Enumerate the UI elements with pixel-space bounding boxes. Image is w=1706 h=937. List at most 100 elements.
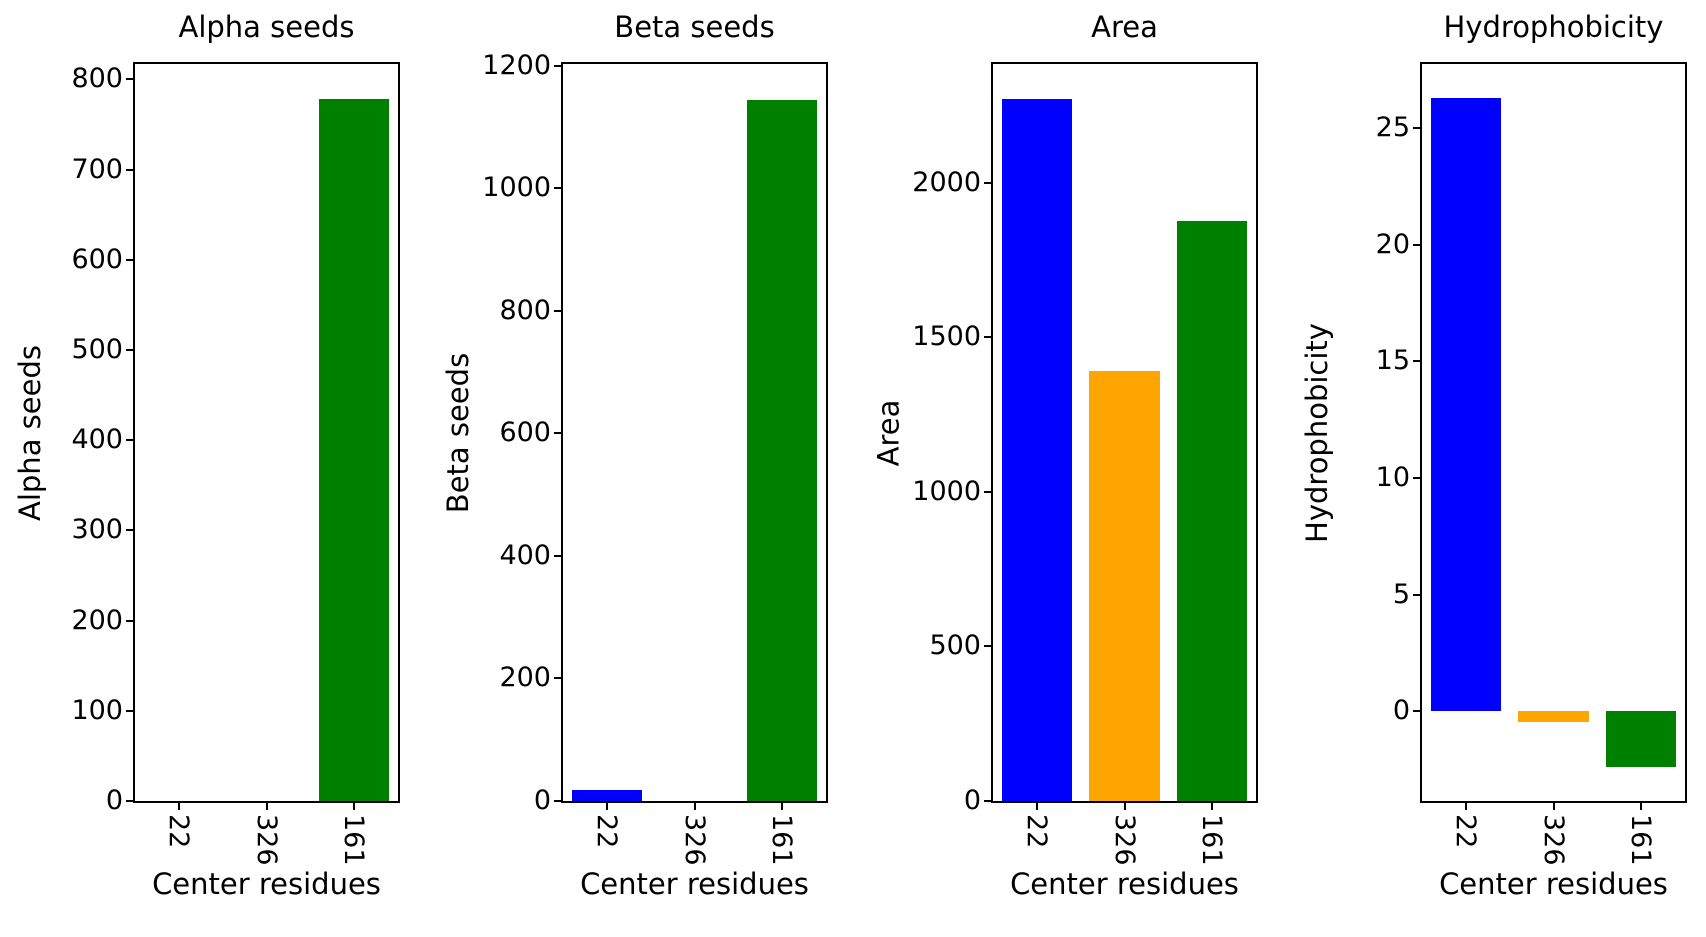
y-tick-mark bbox=[984, 336, 993, 339]
y-tick-mark bbox=[554, 309, 563, 312]
y-tick-label: 200 bbox=[499, 662, 551, 694]
y-tick-mark bbox=[126, 709, 135, 712]
x-tick-label: 22 bbox=[1020, 814, 1052, 849]
x-tick-label: 22 bbox=[1449, 814, 1481, 849]
y-tick-mark bbox=[1413, 593, 1422, 596]
y-tick-mark bbox=[126, 800, 135, 802]
y-tick-label: 0 bbox=[1392, 695, 1410, 727]
plot-area: 0 500 1000 1500 2000 22 326 161 bbox=[912, 62, 1258, 866]
y-tick-label: 800 bbox=[71, 63, 123, 95]
x-tick-label: 161 bbox=[766, 814, 798, 866]
bar-area-326 bbox=[1089, 371, 1160, 801]
y-tick-label: 0 bbox=[533, 785, 551, 816]
x-tick-label: 326 bbox=[1537, 814, 1569, 866]
y-tick-label: 700 bbox=[71, 153, 123, 185]
plot-area: 0 100 200 300 400 500 600 700 800 22 326 161 bbox=[71, 62, 400, 866]
y-tick-mark bbox=[984, 800, 993, 802]
y-tick-mark bbox=[1413, 710, 1422, 713]
y-tick-label: 20 bbox=[1375, 228, 1410, 260]
y-tick-label: 0 bbox=[105, 785, 123, 816]
y-tick-mark bbox=[554, 64, 563, 67]
x-axis-label: Center residues bbox=[580, 867, 809, 901]
y-tick-label: 15 bbox=[1375, 345, 1410, 377]
y-tick-label: 2000 bbox=[912, 166, 981, 198]
y-tick-mark bbox=[126, 348, 135, 351]
x-tick-mark bbox=[781, 801, 784, 810]
x-tick-mark bbox=[605, 801, 608, 810]
y-tick-mark bbox=[126, 439, 135, 442]
y-tick-mark bbox=[984, 490, 993, 493]
y-tick-mark bbox=[554, 432, 563, 435]
y-tick-label: 100 bbox=[71, 694, 123, 726]
y-tick-mark bbox=[554, 554, 563, 557]
y-tick-label: 800 bbox=[499, 294, 551, 326]
y-tick-mark bbox=[554, 187, 563, 190]
y-tick-label: 0 bbox=[963, 785, 981, 816]
x-tick-label: 161 bbox=[338, 814, 370, 866]
y-tick-label: 200 bbox=[71, 604, 123, 636]
x-tick-mark bbox=[1035, 801, 1038, 810]
bar-hydrophobicity-161 bbox=[1606, 711, 1677, 768]
y-tick-mark bbox=[1413, 477, 1422, 479]
x-tick-mark bbox=[265, 801, 268, 810]
y-tick-mark bbox=[1413, 360, 1422, 363]
y-tick-mark bbox=[126, 619, 135, 622]
x-axis-label: Center residues bbox=[1439, 867, 1668, 901]
x-tick-mark bbox=[693, 801, 696, 810]
plot-area: 0 5 10 15 20 25 22 326 161 bbox=[1376, 62, 1687, 866]
y-tick-mark bbox=[554, 677, 563, 680]
x-tick-label: 326 bbox=[250, 814, 282, 866]
x-tick-label: 161 bbox=[1196, 814, 1228, 866]
x-tick-mark bbox=[1123, 801, 1126, 810]
x-axis-label: Center residues bbox=[1010, 867, 1239, 901]
x-tick-mark bbox=[1211, 801, 1214, 810]
bar-beta-seeds-22 bbox=[571, 789, 642, 801]
y-tick-label: 400 bbox=[499, 539, 551, 571]
y-tick-mark bbox=[984, 645, 993, 648]
chart-title: Alpha seeds bbox=[178, 10, 355, 44]
x-tick-label: 326 bbox=[1108, 814, 1140, 866]
x-axis-label: Center residues bbox=[152, 867, 381, 901]
y-tick-mark bbox=[126, 168, 135, 171]
bar-alpha-seeds-161 bbox=[319, 99, 390, 801]
bar-beta-seeds-161 bbox=[747, 99, 818, 801]
plot-area: 0 200 400 600 800 1000 1200 22 326 161 bbox=[482, 51, 828, 866]
bar-area-22 bbox=[1001, 99, 1072, 801]
y-tick-mark bbox=[126, 258, 135, 261]
y-tick-label: 300 bbox=[71, 514, 123, 546]
x-tick-mark bbox=[1640, 801, 1643, 810]
bar-area-161 bbox=[1177, 221, 1248, 801]
y-tick-label: 1000 bbox=[912, 475, 981, 507]
y-tick-label: 400 bbox=[71, 424, 123, 456]
chart-title: Area bbox=[1091, 10, 1158, 44]
x-tick-label: 326 bbox=[678, 814, 710, 866]
y-tick-label: 25 bbox=[1375, 111, 1410, 143]
subplot-alpha-seeds: Alpha seeds Alpha seeds 0 100 200 300 400 500… bbox=[13, 10, 400, 901]
y-tick-label: 500 bbox=[929, 630, 981, 662]
chart-title: Beta seeds bbox=[614, 10, 775, 44]
x-tick-label: 22 bbox=[162, 814, 194, 849]
chart-title: Hydrophobicity bbox=[1443, 10, 1664, 44]
y-tick-label: 600 bbox=[71, 243, 123, 275]
bar-hydrophobicity-22 bbox=[1430, 97, 1501, 712]
y-tick-label: 1500 bbox=[912, 321, 981, 353]
x-tick-label: 22 bbox=[590, 814, 622, 849]
y-tick-label: 5 bbox=[1392, 578, 1410, 610]
x-tick-mark bbox=[177, 801, 180, 810]
subplot-area: Area Area 0 500 1000 1500 2000 22 326 161 Cente… bbox=[871, 10, 1258, 901]
y-tick-label: 10 bbox=[1375, 462, 1410, 493]
y-tick-mark bbox=[984, 181, 993, 184]
x-tick-mark bbox=[353, 801, 356, 810]
y-tick-label: 500 bbox=[71, 333, 123, 365]
x-tick-mark bbox=[1552, 801, 1555, 810]
y-tick-mark bbox=[1413, 243, 1422, 246]
y-axis-label-wrap: Hydrophobicity bbox=[1300, 62, 1334, 803]
y-tick-mark bbox=[126, 78, 135, 81]
y-tick-mark bbox=[126, 529, 135, 532]
y-axis-label: Area bbox=[871, 399, 905, 466]
subplot-beta-seeds: Beta seeds Beta seeds 0 200 400 600 800 1000 1… bbox=[441, 10, 828, 901]
y-tick-mark bbox=[1413, 126, 1422, 129]
x-tick-mark bbox=[1464, 801, 1467, 810]
bar-hydrophobicity-326 bbox=[1518, 711, 1589, 722]
